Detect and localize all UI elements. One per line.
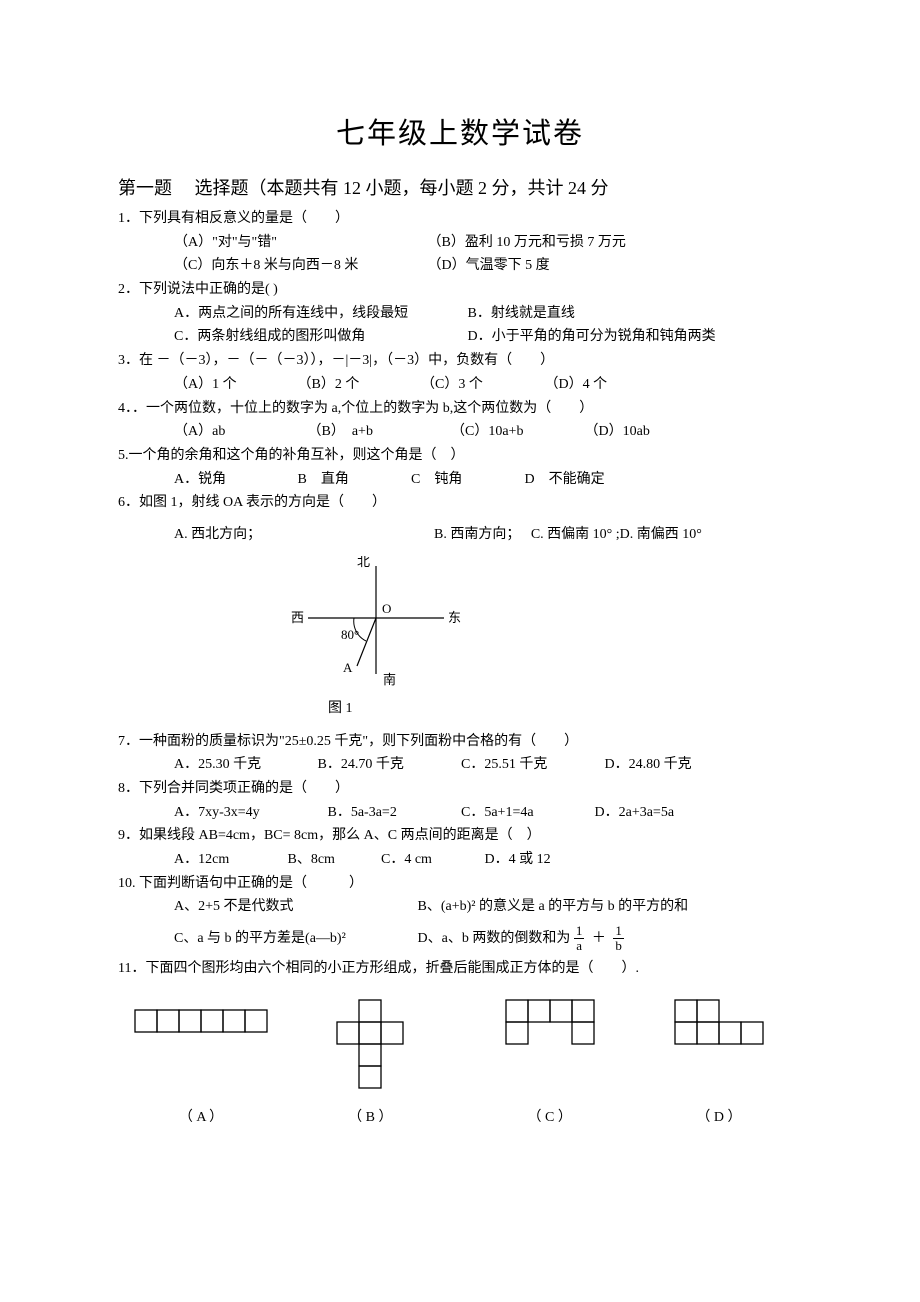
q6-opt-c: C. 西偏南 10° (531, 527, 612, 542)
compass-figure: 北 南 东 西 O 80° A (288, 556, 802, 691)
q2-opts-row1: A．两点之间的所有连线中，线段最短 B．射线就是直线 (118, 303, 802, 325)
q5-opt-d: D 不能确定 (525, 469, 605, 491)
q1-opt-c: （C）向东＋8 米与向西－8 米 (174, 255, 424, 277)
q2-opt-c: C．两条射线组成的图形叫做角 (174, 326, 464, 348)
q4-opt-b: （B） a+b (308, 421, 448, 443)
q7-opts: A．25.30 千克 B．24.70 千克 C．25.51 千克 D．24.80… (118, 754, 802, 776)
q3-opt-d: （D）4 个 (545, 374, 608, 396)
section-header: 第一题 选择题（本题共有 12 小题，每小题 2 分，共计 24 分 (118, 174, 802, 200)
q9-opts: A．12cm B、8cm C．4 cm D．4 或 12 (118, 849, 802, 871)
q10-frac2: 1 b (613, 924, 624, 954)
q6-stem: 6．如图 1，射线 OA 表示的方向是（ ） (118, 492, 802, 514)
q5-opts: A．锐角 B 直角 C 钝角 D 不能确定 (118, 469, 802, 491)
q10-opt-c: C、a 与 b 的平方差是(a—b)² (174, 928, 414, 950)
q10-opt-d: D、a、b 两数的倒数和为 1 a ＋ 1 b (418, 924, 624, 954)
q10-frac2-num: 1 (613, 924, 624, 939)
q4-opt-a: （A）ab (174, 421, 304, 443)
q8-opt-c: C．5a+1=4a (461, 802, 591, 824)
q9-opt-c: C．4 cm (381, 849, 481, 871)
q7-stem: 7．一种面粉的质量标识为"25±0.25 千克"，则下列面粉中合格的有（ ） (118, 731, 802, 753)
net-label-d: （ D ） (644, 1106, 794, 1126)
net-b (285, 999, 455, 1094)
compass-svg: 北 南 东 西 O 80° A (288, 556, 463, 686)
q6-opt-d: ;D. 南偏西 10° (616, 527, 702, 542)
section-prefix: 第一题 (118, 178, 172, 198)
q1-opt-d: （D）气温零下 5 度 (428, 255, 550, 277)
q2-stem: 2．下列说法中正确的是( ) (118, 279, 802, 301)
compass-angle: 80° (341, 627, 359, 642)
q1-opt-a: （A）"对"与"错" (174, 232, 424, 254)
q9-stem: 9．如果线段 AB=4cm，BC= 8cm，那么 A、C 两点间的距离是（ ） (118, 825, 802, 847)
q1-opt-b: （B）盈利 10 万元和亏损 7 万元 (428, 232, 626, 254)
q9-opt-b: B、8cm (288, 849, 378, 871)
q7-opt-a: A．25.30 千克 (174, 754, 314, 776)
compass-s: 南 (383, 672, 396, 686)
q8-opt-b: B．5a-3a=2 (328, 802, 458, 824)
compass-e: 东 (448, 610, 461, 625)
nets-row (118, 999, 802, 1094)
q5-stem: 5.一个角的余角和这个角的补角互补，则这个角是（ ） (118, 445, 802, 467)
net-c (465, 999, 635, 1094)
compass-a: A (343, 660, 353, 675)
q8-opt-a: A．7xy-3x=4y (174, 802, 324, 824)
q1-opts-row1: （A）"对"与"错" （B）盈利 10 万元和亏损 7 万元 (118, 232, 802, 254)
q10-frac1-den: a (574, 939, 585, 953)
q3-opt-c: （C）3 个 (421, 374, 541, 396)
q8-opts: A．7xy-3x=4y B．5a-3a=2 C．5a+1=4a D．2a+3a=… (118, 802, 802, 824)
net-labels: （ A ） （ B ） （ C ） （ D ） (118, 1106, 802, 1126)
q3-opt-a: （A）1 个 (174, 374, 294, 396)
q7-opt-c: C．25.51 千克 (461, 754, 601, 776)
q6-opt-a: A. 西北方向； (174, 527, 261, 542)
q6-opt-b: B. 西南方向； (434, 527, 513, 542)
compass-caption: 图 1 (328, 697, 802, 717)
q10-opts-row1: A、2+5 不是代数式 B、(a+b)² 的意义是 a 的平方与 b 的平方的和 (118, 896, 802, 918)
q5-opt-a: A．锐角 (174, 469, 294, 491)
q10-opt-a: A、2+5 不是代数式 (174, 896, 414, 918)
q5-opt-b: B 直角 (298, 469, 408, 491)
net-d (644, 999, 794, 1094)
net-a (126, 999, 276, 1094)
compass-o: O (382, 601, 391, 616)
q5-opt-c: C 钝角 (411, 469, 521, 491)
q1-stem: 1．下列具有相反意义的量是（ ） (118, 208, 802, 230)
q11-stem: 11．下面四个图形均由六个相同的小正方形组成，折叠后能围成正方体的是（ ）. (118, 958, 802, 980)
q4-opt-d: （D）10ab (585, 421, 650, 443)
page-title: 七年级上数学试卷 (118, 110, 802, 152)
q8-stem: 8．下列合并同类项正确的是（ ） (118, 778, 802, 800)
net-label-b: （ B ） (285, 1106, 455, 1126)
q2-opt-d: D．小于平角的角可分为锐角和钝角两类 (468, 326, 716, 348)
q10-opt-b: B、(a+b)² 的意义是 a 的平方与 b 的平方的和 (418, 896, 689, 918)
q4-stem: 4．．一个两位数，十位上的数字为 a,个位上的数字为 b,这个两位数为（ ） (118, 398, 802, 420)
q3-opts: （A）1 个 （B）2 个 （C）3 个 （D）4 个 (118, 374, 802, 396)
q7-opt-d: D．24.80 千克 (605, 754, 692, 776)
net-label-a: （ A ） (126, 1106, 276, 1126)
q2-opt-a: A．两点之间的所有连线中，线段最短 (174, 303, 464, 325)
q1-opts-row2: （C）向东＋8 米与向西－8 米 （D）气温零下 5 度 (118, 255, 802, 277)
q9-opt-a: A．12cm (174, 849, 284, 871)
q2-opts-row2: C．两条射线组成的图形叫做角 D．小于平角的角可分为锐角和钝角两类 (118, 326, 802, 348)
section-label: 选择题（本题共有 12 小题，每小题 2 分，共计 24 分 (195, 178, 609, 198)
q2-opt-b: B．射线就是直线 (468, 303, 575, 325)
q10-d-pre: D、a、b 两数的倒数和为 (418, 928, 571, 950)
q8-opt-d: D．2a+3a=5a (595, 802, 675, 824)
q6-opts: A. 西北方向； B. 西南方向； C. 西偏南 10° ;D. 南偏西 10° (118, 524, 802, 546)
q10-frac2-den: b (613, 939, 624, 953)
q10-frac1-num: 1 (574, 924, 585, 939)
net-label-c: （ C ） (465, 1106, 635, 1126)
q7-opt-b: B．24.70 千克 (318, 754, 458, 776)
q10-plus: ＋ (588, 928, 610, 950)
q3-opt-b: （B）2 个 (298, 374, 418, 396)
q4-opt-c: （C）10a+b (451, 421, 581, 443)
q4-opts: （A）ab （B） a+b （C）10a+b （D）10ab (118, 421, 802, 443)
q10-stem: 10. 下面判断语句中正确的是（ ） (118, 873, 802, 895)
compass-w: 西 (291, 610, 304, 625)
q3-stem: 3．在 －（－3），－（－（－3）），－|－3|，（－3）中，负数有（ ） (118, 350, 802, 372)
q9-opt-d: D．4 或 12 (485, 849, 551, 871)
q10-opts-row2: C、a 与 b 的平方差是(a—b)² D、a、b 两数的倒数和为 1 a ＋ … (118, 924, 802, 954)
q10-frac1: 1 a (574, 924, 585, 954)
compass-n: 北 (357, 556, 370, 569)
